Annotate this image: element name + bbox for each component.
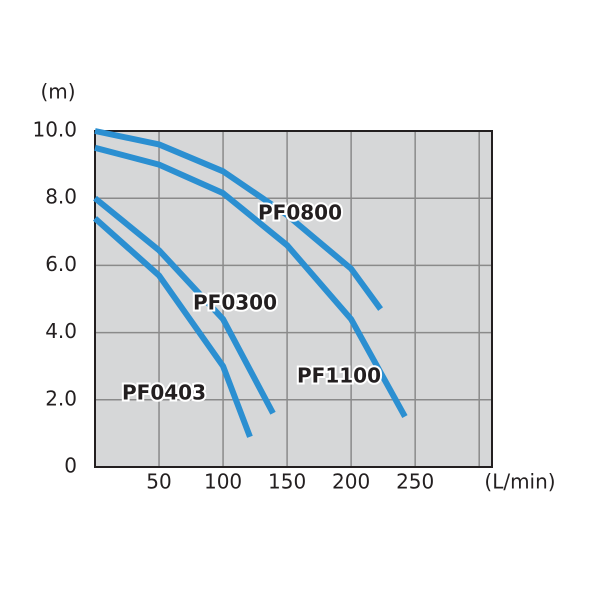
y-tick-label: 10.0 (32, 118, 77, 142)
curve (94, 128, 384, 311)
y-tick-label: 6.0 (45, 252, 77, 276)
curve-label: PF1100 (297, 364, 381, 388)
x-tick-label: 100 (204, 470, 242, 494)
x-axis-label: (L/min) (484, 470, 555, 494)
y-tick-label: 4.0 (45, 319, 77, 343)
y-tick-label: 0 (64, 454, 77, 478)
x-tick-label: 150 (268, 470, 306, 494)
y-tick-label: 2.0 (45, 386, 77, 410)
plot-area (95, 131, 492, 467)
y-axis-label: (m) (40, 80, 75, 104)
curve-label: PF0403 (122, 381, 206, 405)
curve (94, 144, 408, 419)
curve-label: PF0300 (193, 291, 277, 315)
x-tick-label: 50 (146, 470, 171, 494)
curve (93, 216, 253, 438)
curve (93, 195, 276, 415)
y-tick-label: 8.0 (45, 185, 77, 209)
x-tick-label: 250 (396, 470, 434, 494)
x-tick-label: 200 (332, 470, 370, 494)
plot-border (94, 130, 493, 468)
curve-label: PF0800 (258, 201, 342, 225)
